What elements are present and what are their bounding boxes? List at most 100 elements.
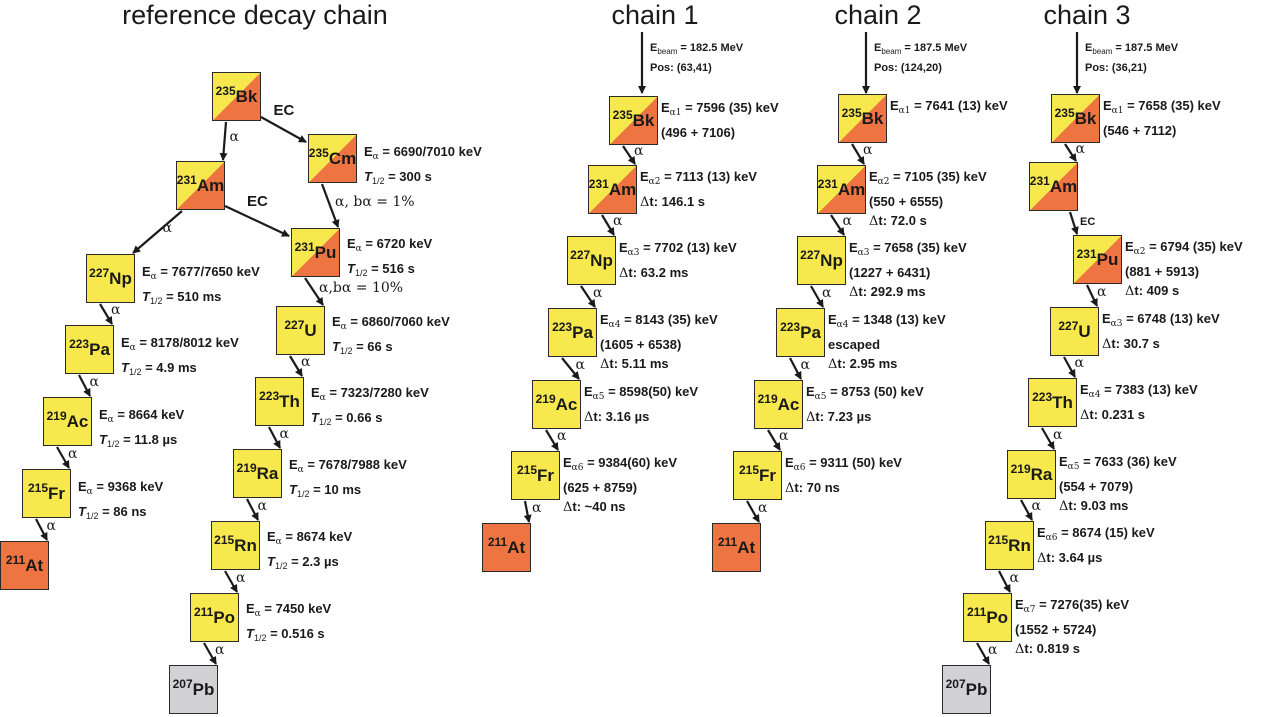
info-value: = 7113 (13) keV	[660, 169, 757, 184]
info-line: Δt: 3.64 µs	[1037, 548, 1155, 568]
decay-info-r-cm: Eα = 6690/7010 keV T1/2 = 300 s	[364, 142, 482, 191]
decay-mode-label: α	[215, 641, 225, 658]
decay-mode-label: α	[863, 142, 873, 158]
info-value: = 7383 (13) keV	[1100, 382, 1198, 397]
decay-arrow	[260, 116, 307, 143]
info-value: = 6720 keV	[361, 236, 433, 251]
decay-arrow	[268, 426, 281, 449]
info-line: Δt: 2.95 ms	[828, 354, 946, 374]
info-value: = 86 ns	[98, 504, 147, 519]
beam-subscript: beam	[1092, 47, 1113, 57]
info-value: = 7596 (35) keV	[681, 100, 779, 115]
alpha-subscript: α7	[1023, 605, 1036, 615]
energy-symbol: E	[311, 385, 320, 400]
energy-symbol: E	[267, 529, 276, 544]
decay-info-r-u: Eα = 6860/7060 keV T1/2 = 66 s	[332, 312, 450, 361]
element-symbol: Ac	[555, 394, 578, 414]
decay-info-c1-am: Eα2 = 7113 (13) keV Δt: 146.1 s	[640, 167, 757, 212]
delta-symbol: Δ	[619, 266, 629, 281]
info-line: Eα = 6690/7010 keV	[364, 142, 482, 167]
decay-info-c2-pa: Eα4 = 1348 (13) keV escaped Δt: 2.95 ms	[828, 310, 946, 374]
decay-arrow	[851, 143, 865, 165]
title-chain-2: chain 2	[834, 0, 922, 30]
beam-energy-symbol: E	[874, 42, 882, 54]
alpha-subscript: α	[150, 272, 157, 282]
energy-symbol: E	[246, 601, 255, 616]
info-value: t: ~40 ns	[572, 499, 626, 514]
delta-symbol: Δ	[849, 285, 859, 300]
decay-info-r-th: Eα = 7323/7280 keV T1/2 = 0.66 s	[311, 383, 429, 432]
halflife-symbol: T	[347, 261, 355, 276]
decay-arrow	[1041, 427, 1055, 450]
info-value: = 4.9 ms	[141, 360, 197, 375]
nuclide-box-c1-np: 227 Np	[567, 236, 616, 285]
nuclide-box-c1-fr: 215 Fr	[511, 451, 560, 500]
info-value: = 7641 (13) keV	[910, 98, 1008, 113]
beam-energy-symbol: E	[1085, 42, 1093, 54]
info-line: Eα = 8674 keV	[267, 527, 352, 552]
alpha-subscript: α1	[669, 108, 682, 118]
element-symbol: Po	[213, 607, 236, 627]
beam-info-c1: Ebeam = 182.5 MeV Pos: (63,41)	[650, 40, 743, 76]
delta-symbol: Δ	[828, 357, 838, 372]
mass-number: 215	[738, 462, 760, 477]
decay-arrow	[289, 355, 303, 377]
element-symbol: At	[25, 555, 44, 575]
nuclide-box-c3-po: 211 Po	[963, 593, 1012, 642]
element-symbol: Np	[590, 250, 613, 270]
beam-info-c2: Ebeam = 187.5 MeV Pos: (124,20)	[874, 40, 967, 76]
mass-number: 211	[717, 534, 738, 549]
decay-arrow	[767, 429, 781, 451]
nuclide-box-r-at: 211 At	[0, 541, 49, 590]
energy-symbol: E	[332, 314, 341, 329]
decay-arrow	[746, 500, 760, 523]
info-line: escaped	[828, 335, 946, 354]
info-line: T1/2 = 0.516 s	[246, 624, 331, 648]
decay-mode-label: α	[1075, 140, 1085, 157]
alpha-subscript: α	[319, 393, 326, 403]
info-value: (496 + 7106)	[661, 125, 736, 140]
decay-mode-label: α	[89, 373, 99, 390]
mass-number: 223	[259, 388, 280, 403]
info-line: Δt: 3.16 µs	[584, 407, 698, 427]
mass-number: 227	[89, 265, 110, 280]
info-line: Eα = 9368 keV	[78, 477, 163, 502]
halflife-symbol: T	[364, 169, 372, 184]
info-value: t: 7.23 µs	[815, 409, 872, 424]
element-symbol: Bk	[632, 110, 655, 130]
decay-arrow	[78, 374, 91, 397]
decay-info-c2-ac: Eα5 = 8753 (50) keV Δt: 7.23 µs	[806, 382, 924, 427]
decay-mode-label: α	[634, 143, 644, 159]
element-symbol: U	[304, 320, 317, 340]
decay-arrow	[523, 500, 532, 523]
info-line: Eα3 = 7702 (13) keV	[619, 238, 737, 263]
info-value: = 7658 (35) keV	[869, 240, 967, 255]
nuclide-box-c2-bk: 235 Bk	[838, 94, 887, 143]
element-symbol: Pa	[800, 322, 821, 342]
mass-number: 211	[487, 534, 508, 549]
decay-arrow	[580, 285, 596, 308]
beam-energy-value: = 187.5 MeV	[901, 42, 968, 54]
alpha-subscript: α2	[1133, 247, 1146, 257]
info-value: t: 0.819 s	[1024, 641, 1081, 656]
mass-number: 231	[588, 176, 609, 191]
halflife-subscript: 1/2	[318, 417, 332, 427]
energy-symbol: E	[1015, 597, 1024, 612]
info-line: T1/2 = 4.9 ms	[121, 358, 239, 382]
alpha-subscript: α5	[592, 392, 605, 402]
decay-info-r-pa: Eα = 8178/8012 keV T1/2 = 4.9 ms	[121, 333, 239, 382]
info-value: = 9384(60) keV	[583, 455, 678, 470]
decay-info-r-ac: Eα = 8664 keV T1/2 = 11.8 µs	[99, 405, 184, 454]
decay-arrow	[545, 429, 559, 451]
alpha-subscript: α4	[836, 320, 849, 330]
info-line: T1/2 = 11.8 µs	[99, 430, 184, 454]
decay-arrow	[246, 498, 259, 521]
info-value: = 7633 (36) keV	[1079, 454, 1177, 469]
nuclide-box-c2-np: 227 Np	[797, 236, 846, 285]
mass-number: 219	[236, 460, 257, 475]
mass-number: 211	[5, 552, 26, 567]
delta-symbol: Δ	[806, 410, 816, 425]
decay-mode-label: α,bα = 10%	[319, 279, 404, 296]
mass-number: 235	[215, 83, 236, 98]
